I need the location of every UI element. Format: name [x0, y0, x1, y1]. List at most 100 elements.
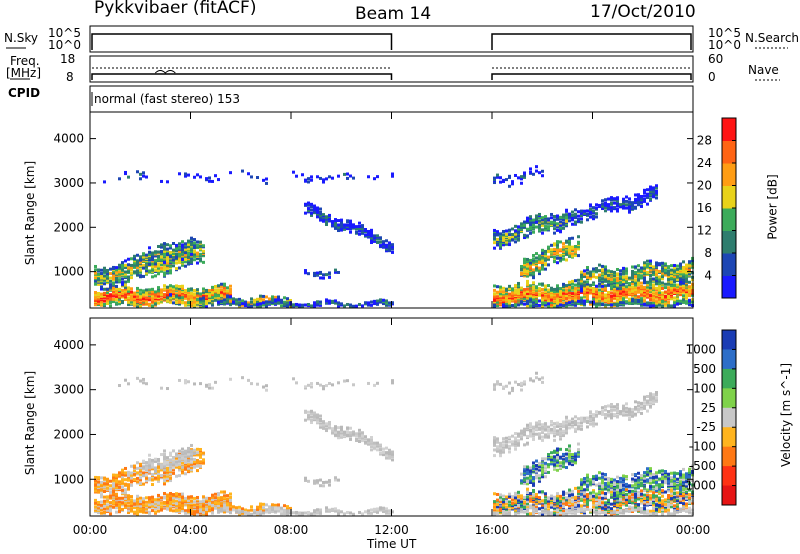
velocity-cell: [319, 511, 322, 515]
velocity-cell: [220, 490, 223, 494]
power-cell: [232, 300, 235, 304]
velocity-cell: [130, 508, 133, 512]
power-cell: [607, 197, 610, 201]
power-cell: [520, 292, 523, 296]
power-cell: [349, 174, 352, 178]
power-cell: [175, 255, 178, 259]
power-cell: [202, 298, 205, 302]
velocity-cell: [160, 501, 163, 505]
velocity-cell: [127, 497, 130, 501]
power-cell: [658, 277, 661, 281]
power-cell: [640, 281, 643, 285]
power-cell: [562, 257, 565, 261]
power-cell: [118, 302, 121, 306]
power-cell: [337, 270, 340, 274]
velocity-cell: [142, 465, 145, 469]
power-cell: [163, 242, 166, 246]
velocity-cell: [136, 480, 139, 484]
velocity-cell: [346, 430, 349, 434]
power-cell: [160, 257, 163, 261]
velocity-cell: [193, 382, 196, 386]
power-cell: [685, 296, 688, 300]
power-cell: [598, 288, 601, 292]
velocity-cell: [166, 459, 169, 463]
velocity-cell: [193, 452, 196, 456]
power-cell: [94, 271, 97, 275]
velocity-cell: [337, 509, 340, 513]
power-cell: [181, 246, 184, 250]
velocity-cell: [310, 415, 313, 419]
power-cell: [604, 265, 607, 269]
velocity-cell: [139, 496, 142, 500]
power-cell: [670, 268, 673, 272]
velocity-cell: [322, 385, 325, 389]
power-cell: [130, 290, 133, 294]
power-cell: [160, 243, 163, 247]
power-cell: [538, 292, 541, 296]
velocity-cell: [172, 449, 175, 453]
velocity-cell: [199, 500, 202, 504]
power-cell: [577, 284, 580, 288]
power-cell: [625, 195, 628, 199]
power-cell: [532, 218, 535, 222]
power-cell: [187, 254, 190, 258]
power-cell: [580, 287, 583, 291]
power-cell: [529, 167, 532, 171]
power-cell: [178, 172, 181, 176]
power-cell: [667, 281, 670, 285]
velocity-cell: [184, 461, 187, 465]
power-cell: [388, 246, 391, 250]
power-cell: [187, 301, 190, 305]
power-cell: [223, 302, 226, 306]
velocity-cell: [106, 482, 109, 486]
power-cell: [220, 284, 223, 288]
power-cell: [556, 284, 559, 288]
velocity-cell: [241, 511, 244, 515]
power-cell: [604, 272, 607, 276]
power-cell: [235, 298, 238, 302]
velocity-cell: [148, 477, 151, 481]
velocity-cell: [100, 495, 103, 499]
power-cell: [544, 249, 547, 253]
power-cell: [100, 268, 103, 272]
power-cell: [553, 303, 556, 307]
power-cell: [562, 226, 565, 230]
velocity-cell: [121, 479, 124, 483]
power-cell: [538, 212, 541, 216]
velocity-cell: [262, 511, 265, 515]
power-cell: [112, 300, 115, 304]
power-cell: [601, 202, 604, 206]
velocity-cell: [208, 509, 211, 513]
power-cell: [553, 218, 556, 222]
power-cell: [238, 301, 241, 305]
velocity-cell: [109, 490, 112, 494]
power-cell: [634, 193, 637, 197]
power-cell: [151, 294, 154, 298]
power-cell: [358, 221, 361, 225]
velocity-cell: [130, 483, 133, 487]
power-cell: [556, 245, 559, 249]
power-cell: [175, 261, 178, 265]
power-cell: [304, 271, 307, 275]
power-cell: [649, 189, 652, 193]
power-cell: [118, 177, 121, 181]
velocity-cell: [250, 382, 253, 386]
power-cell: [511, 290, 514, 294]
power-cell: [643, 197, 646, 201]
power-cell: [502, 286, 505, 290]
power-cell: [169, 253, 172, 257]
velocity-cell: [94, 479, 97, 483]
power-cell: [370, 241, 373, 245]
velocity-cell: [172, 466, 175, 470]
power-cell: [250, 304, 253, 308]
power-cell: [178, 289, 181, 293]
power-cell: [646, 263, 649, 267]
power-cell: [625, 275, 628, 279]
velocity-cell: [220, 507, 223, 511]
power-cell: [544, 228, 547, 232]
power-cell: [571, 222, 574, 226]
velocity-cell: [319, 425, 322, 429]
velocity-cell: [352, 383, 355, 387]
velocity-cell: [199, 454, 202, 458]
power-cell: [619, 287, 622, 291]
